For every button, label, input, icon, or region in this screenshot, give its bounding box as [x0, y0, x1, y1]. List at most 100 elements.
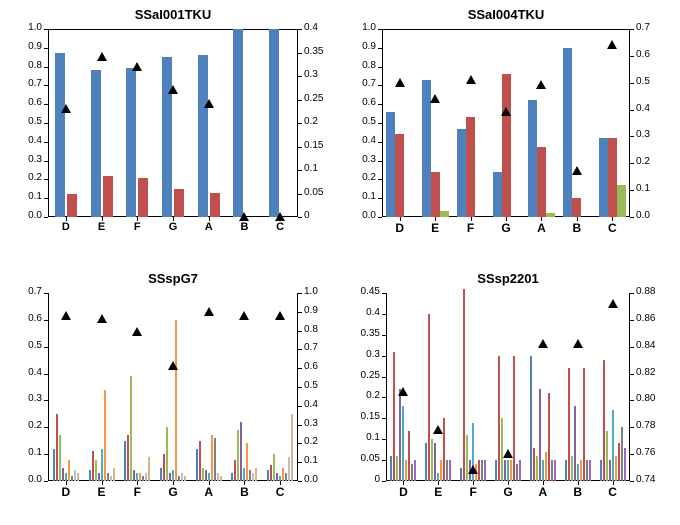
y-tick-right: 0.15 — [304, 140, 338, 151]
marker-triangle — [607, 40, 617, 49]
bar — [551, 460, 553, 481]
x-category-label: B — [567, 221, 587, 235]
bar — [133, 470, 135, 481]
marker-triangle — [275, 311, 285, 320]
marker-triangle — [239, 212, 249, 221]
x-category-label: F — [127, 485, 147, 499]
y-tick-right: 0.8 — [304, 324, 338, 335]
bar — [565, 460, 567, 481]
y-tick-left: 0.5 — [12, 340, 42, 351]
bar — [243, 468, 245, 481]
y-tick-left: 1.0 — [346, 22, 376, 33]
x-category-label: G — [498, 485, 518, 499]
x-category-label: C — [603, 485, 623, 499]
marker-triangle — [239, 311, 249, 320]
marker-triangle — [572, 166, 582, 175]
bar — [145, 473, 147, 481]
x-category-label: E — [92, 221, 112, 233]
y-tick-right: 0.78 — [636, 420, 670, 431]
y-tick-left: 0.1 — [12, 191, 42, 202]
marker-triangle — [395, 78, 405, 87]
bar — [563, 48, 572, 217]
bar — [172, 470, 174, 481]
bar — [386, 112, 395, 217]
bar — [545, 452, 547, 481]
bar — [519, 460, 521, 481]
bar — [393, 352, 395, 482]
bar — [56, 414, 58, 481]
y-tick-right: 0.1 — [304, 455, 338, 466]
bar — [405, 460, 407, 481]
bar — [291, 414, 293, 481]
x-category-label: F — [461, 221, 481, 235]
bar — [608, 138, 617, 217]
y-tick-left: 0.5 — [346, 116, 376, 127]
marker-triangle — [97, 314, 107, 323]
bar — [71, 476, 73, 481]
bar — [196, 449, 198, 481]
y-tick-left: 0.15 — [350, 411, 380, 422]
bar — [446, 460, 448, 481]
bar — [101, 449, 103, 481]
y-tick-left: 0.2 — [350, 390, 380, 401]
bar — [425, 443, 427, 481]
y-tick-right: 0.25 — [304, 93, 338, 104]
plot-area — [386, 293, 630, 481]
chart-title: SSaI001TKU — [48, 7, 298, 22]
bar — [214, 438, 216, 481]
bar — [62, 468, 64, 481]
marker-triangle — [433, 425, 443, 434]
bar — [252, 473, 254, 481]
bar — [493, 172, 502, 217]
bar — [443, 418, 445, 481]
bar — [554, 460, 556, 481]
bar — [199, 441, 201, 481]
y-tick-right: 0.84 — [636, 340, 670, 351]
bar — [478, 460, 480, 481]
bar — [217, 473, 219, 481]
bar — [437, 473, 439, 481]
bar — [169, 473, 171, 481]
bar — [414, 460, 416, 481]
y-tick-left: 0 — [350, 474, 380, 485]
bar — [59, 435, 61, 481]
bar — [463, 289, 465, 481]
y-tick-left: 0.4 — [12, 367, 42, 378]
x-category-label: D — [393, 485, 413, 499]
y-tick-right: 0.6 — [304, 361, 338, 372]
bar — [246, 443, 248, 481]
bar — [466, 117, 475, 217]
bar — [440, 460, 442, 481]
plot-area — [48, 29, 298, 217]
bar — [210, 193, 220, 217]
bar — [273, 454, 275, 481]
bar — [612, 410, 614, 481]
y-tick-left: 1.0 — [12, 22, 42, 33]
y-tick-right: 0.5 — [304, 380, 338, 391]
bar — [282, 468, 284, 481]
bar — [568, 368, 570, 481]
bar — [434, 443, 436, 481]
y-tick-left: 0.2 — [12, 172, 42, 183]
y-tick-right: 0.3 — [304, 418, 338, 429]
bar — [148, 457, 150, 481]
x-category-label: B — [234, 221, 254, 233]
y-tick-left: 0.6 — [346, 97, 376, 108]
y-tick-right: 0.05 — [304, 187, 338, 198]
bar — [98, 473, 100, 481]
y-tick-left: 0.0 — [12, 474, 42, 485]
bar — [138, 178, 148, 217]
x-category-label: D — [390, 221, 410, 235]
bar — [577, 464, 579, 481]
x-category-label: E — [92, 485, 112, 499]
bar — [460, 468, 462, 481]
bar — [530, 356, 532, 481]
bar — [533, 448, 535, 481]
y-tick-right: 0.4 — [636, 103, 670, 114]
bar — [124, 441, 126, 481]
x-category-label: C — [602, 221, 622, 235]
bar — [589, 460, 591, 481]
bar — [457, 129, 466, 217]
y-tick-right: 0.74 — [636, 474, 670, 485]
bar — [279, 476, 281, 481]
